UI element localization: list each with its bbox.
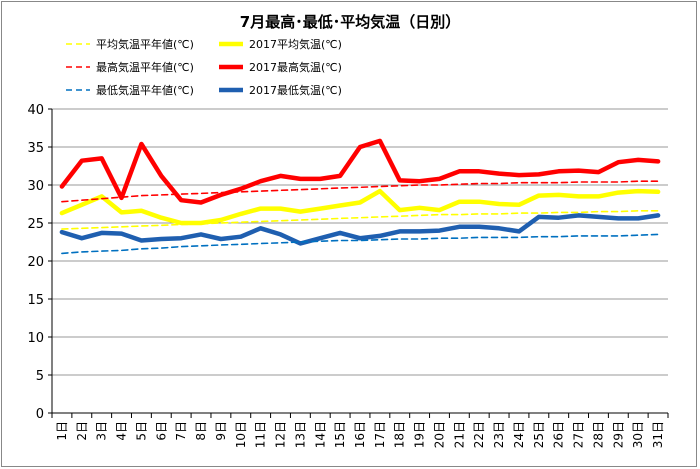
x-tick-label: 15日 xyxy=(333,421,347,448)
y-tick-label: 35 xyxy=(27,141,44,156)
x-tick-label: 12日 xyxy=(274,421,288,448)
x-tick-label: 19日 xyxy=(413,421,427,448)
x-tick-label: 4日 xyxy=(115,421,129,441)
y-tick-label: 15 xyxy=(27,293,44,308)
x-tick-label: 2日 xyxy=(75,421,89,441)
legend-label: 最高気温平年値(℃) xyxy=(96,60,194,74)
series-line xyxy=(61,210,659,230)
x-tick-label: 28日 xyxy=(591,421,605,448)
x-tick-label: 23日 xyxy=(492,421,506,448)
chart-title: 7月最高･最低･平均気温（日別） xyxy=(240,13,460,31)
x-tick-label: 25日 xyxy=(532,421,546,448)
x-tick-label: 13日 xyxy=(293,421,307,448)
x-tick-label: 8日 xyxy=(194,421,208,441)
x-tick-label: 9日 xyxy=(214,421,228,441)
x-tick-label: 22日 xyxy=(472,421,486,448)
legend-label: 最低気温平年値(℃) xyxy=(96,83,194,97)
x-tick-label: 3日 xyxy=(95,421,109,441)
y-tick-label: 5 xyxy=(36,369,44,384)
x-tick-label: 21日 xyxy=(452,421,466,448)
x-tick-label: 10日 xyxy=(234,421,248,448)
x-tick-label: 27日 xyxy=(572,421,586,448)
x-tick-label: 7日 xyxy=(174,421,188,441)
x-tick-label: 17日 xyxy=(373,421,387,448)
series-line xyxy=(59,188,661,226)
plot-area xyxy=(59,138,661,255)
legend-label: 2017最高気温(℃) xyxy=(249,60,342,74)
x-tick-label: 5日 xyxy=(134,421,148,441)
legend-label: 2017最低気温(℃) xyxy=(249,83,342,97)
legend-label: 2017平均気温(℃) xyxy=(249,37,342,51)
series-line xyxy=(61,233,659,255)
y-axis: 0 5 10 15 20 25 30 35 40 xyxy=(27,103,53,422)
x-tick-label: 20日 xyxy=(432,421,446,448)
x-tick-label: 6日 xyxy=(154,421,168,441)
grid xyxy=(52,108,668,414)
legend-label: 平均気温平年値(℃) xyxy=(96,37,194,51)
x-tick-label: 16日 xyxy=(353,421,367,448)
y-tick-label: 25 xyxy=(27,217,44,232)
x-tick-label: 26日 xyxy=(552,421,566,448)
y-tick-label: 40 xyxy=(27,103,44,118)
x-tick-label: 1日 xyxy=(55,421,69,441)
x-tick-label: 31日 xyxy=(651,421,665,448)
x-tick-label: 30日 xyxy=(631,421,645,448)
x-tick-label: 14日 xyxy=(313,421,327,448)
y-tick-label: 20 xyxy=(27,255,44,270)
legend: 平均気温平年値(℃) 2017平均気温(℃) 最高気温平年値(℃) 2017最高気温(… xyxy=(66,37,342,97)
x-tick-label: 29日 xyxy=(611,421,625,448)
x-tick-label: 11日 xyxy=(254,421,268,448)
x-axis: 1日 2日 3日 4日 5日 6日 7日 8日 9日 10日 11日 12日 13日 14日 15日 16日 1… xyxy=(51,413,669,448)
y-tick-label: 10 xyxy=(27,331,44,346)
series-line xyxy=(59,213,661,246)
x-tick-label: 24日 xyxy=(512,421,526,448)
series-line xyxy=(59,138,661,205)
x-tick-label: 18日 xyxy=(393,421,407,448)
series-line xyxy=(61,180,659,203)
y-tick-label: 0 xyxy=(36,407,44,422)
y-tick-label: 30 xyxy=(27,179,44,194)
